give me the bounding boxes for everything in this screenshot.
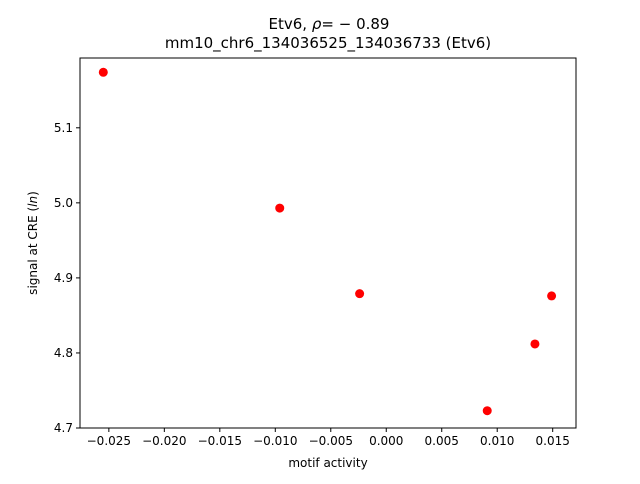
x-tick-label: −0.025 — [87, 434, 131, 448]
x-tick-label: 0.005 — [425, 434, 459, 448]
data-point — [275, 203, 285, 213]
data-point — [355, 289, 365, 299]
x-tick-label: 0.015 — [536, 434, 570, 448]
y-tick-label: 4.9 — [54, 271, 73, 285]
x-axis-label: motif activity — [288, 456, 367, 470]
chart-title: Etv6, ρ= − 0.89 — [269, 15, 390, 33]
x-tick-label: 0.010 — [480, 434, 514, 448]
plot-area-frame — [79, 57, 577, 429]
y-tick-label: 4.8 — [54, 346, 73, 360]
y-tick-label: 4.7 — [54, 421, 73, 435]
x-tick-label: −0.010 — [253, 434, 297, 448]
chart-subtitle: mm10_chr6_134036525_134036733 (Etv6) — [165, 34, 491, 53]
y-axis-ticks: 4.7 4.8 4.9 5.0 5.1 — [54, 121, 80, 435]
x-axis-ticks: −0.025 −0.020 −0.015 −0.010 −0.005 0.000 0.005… — [87, 428, 570, 448]
y-axis-label: signal at CRE (ln) — [26, 191, 40, 295]
x-tick-label: −0.020 — [142, 434, 186, 448]
y-tick-label: 5.0 — [54, 196, 73, 210]
x-tick-label: −0.005 — [309, 434, 353, 448]
data-point — [547, 291, 557, 301]
data-point — [530, 339, 540, 349]
x-tick-label: 0.000 — [369, 434, 403, 448]
data-points — [98, 67, 557, 416]
x-tick-label: −0.015 — [198, 434, 242, 448]
y-tick-label: 5.1 — [54, 121, 73, 135]
data-point — [98, 67, 108, 77]
data-point — [482, 406, 492, 416]
